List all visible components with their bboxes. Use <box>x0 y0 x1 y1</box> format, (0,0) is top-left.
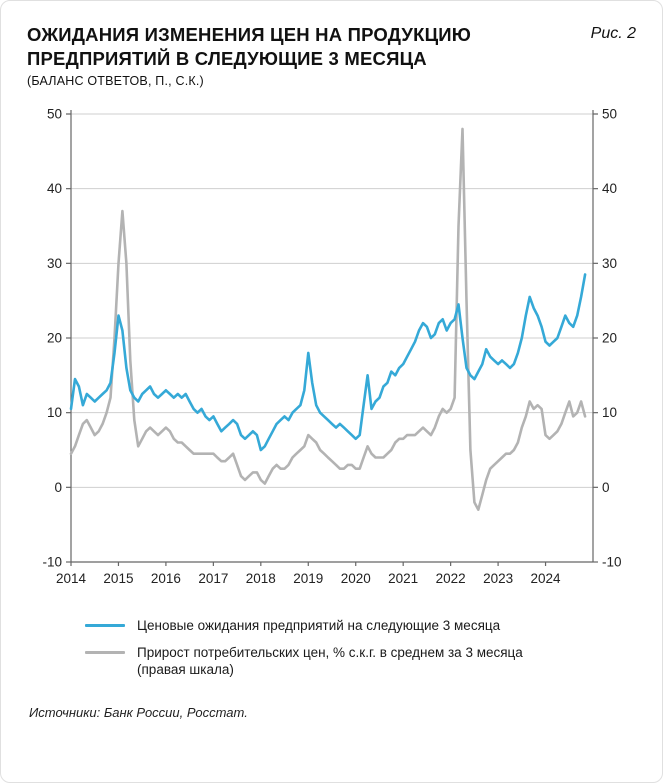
svg-text:2016: 2016 <box>151 571 181 586</box>
svg-text:0: 0 <box>54 480 62 495</box>
chart-subtitle: (БАЛАНС ОТВЕТОВ, П., С.К.) <box>27 74 204 89</box>
svg-text:2017: 2017 <box>198 571 228 586</box>
title-block: ОЖИДАНИЯ ИЗМЕНЕНИЯ ЦЕН НА ПРОДУКЦИЮ ПРЕДП… <box>27 23 471 88</box>
line-chart: -10 -10 0 0 10 10 20 20 30 30 40 40 50 50 2014 2015 2016… <box>33 100 636 611</box>
legend-item-cpi: Прирост потребительских цен, % с.к.г. в … <box>85 644 636 679</box>
legend-label-cpi-line1: Прирост потребительских цен, % с.к.г. в … <box>137 644 523 660</box>
chart-title-line2: ПРЕДПРИЯТИЙ В СЛЕДУЮЩИЕ 3 МЕСЯЦА <box>27 48 427 70</box>
source-note: Источники: Банк России, Росстат. <box>29 704 248 720</box>
svg-text:0: 0 <box>602 480 610 495</box>
svg-text:2022: 2022 <box>436 571 466 586</box>
svg-text:10: 10 <box>47 405 62 420</box>
svg-text:2020: 2020 <box>341 571 371 586</box>
svg-text:50: 50 <box>602 107 617 122</box>
figure-header: ОЖИДАНИЯ ИЗМЕНЕНИЯ ЦЕН НА ПРОДУКЦИЮ ПРЕДП… <box>27 23 636 88</box>
legend-label-expectations: Ценовые ожидания предприятий на следующи… <box>137 618 501 634</box>
svg-text:10: 10 <box>602 405 617 420</box>
svg-text:50: 50 <box>47 107 62 122</box>
gray-line-swatch <box>85 650 125 654</box>
svg-text:2018: 2018 <box>246 571 276 586</box>
legend-label-cpi-line2: (правая шкала) <box>137 662 234 678</box>
svg-text:40: 40 <box>47 181 62 196</box>
svg-text:40: 40 <box>602 181 617 196</box>
svg-text:20: 20 <box>602 331 617 346</box>
blue-line-swatch <box>85 624 125 628</box>
chart-title-line1: ОЖИДАНИЯ ИЗМЕНЕНИЯ ЦЕН НА ПРОДУКЦИЮ <box>27 24 472 45</box>
svg-text:2019: 2019 <box>293 571 323 586</box>
svg-text:2014: 2014 <box>56 571 87 586</box>
legend-item-expectations: Ценовые ожидания предприятий на следующи… <box>85 617 636 635</box>
svg-text:2021: 2021 <box>388 571 418 586</box>
svg-text:2015: 2015 <box>103 571 133 586</box>
svg-text:30: 30 <box>47 256 62 271</box>
svg-text:2024: 2024 <box>531 571 562 586</box>
chart-legend: Ценовые ожидания предприятий на следующи… <box>85 617 636 679</box>
legend-label-cpi: Прирост потребительских цен, % с.к.г. в … <box>137 644 523 679</box>
svg-text:-10: -10 <box>42 555 62 570</box>
svg-text:2023: 2023 <box>483 571 513 586</box>
svg-text:20: 20 <box>47 331 62 346</box>
figure-number: Рис. 2 <box>590 25 636 42</box>
chart-title: ОЖИДАНИЯ ИЗМЕНЕНИЯ ЦЕН НА ПРОДУКЦИЮ ПРЕДП… <box>27 23 471 71</box>
svg-text:30: 30 <box>602 256 617 271</box>
svg-text:-10: -10 <box>602 555 622 570</box>
